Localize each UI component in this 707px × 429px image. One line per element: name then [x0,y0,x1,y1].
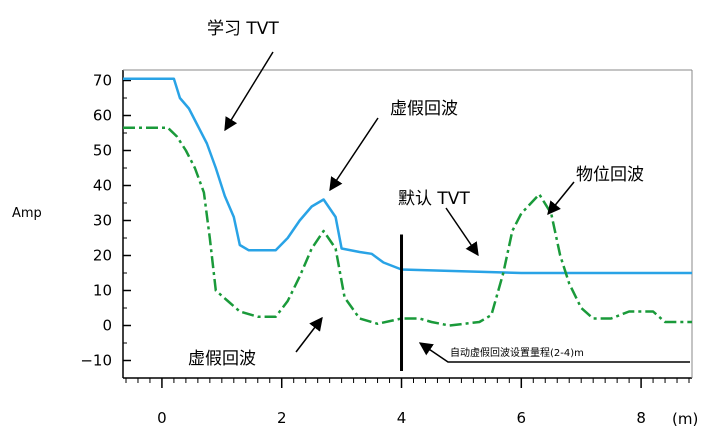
y-tick-label: 30 [93,212,112,230]
x-tick-label: 8 [636,409,646,427]
y-tick-label: −10 [80,352,112,370]
y-tick-label: 60 [93,107,112,125]
arrow-default-tvt [445,207,479,257]
y-axis-label: Amp [12,206,42,221]
series-layer [123,77,692,327]
label-learned-tvt: 学习 TVT [207,19,279,39]
arrow-false-echo-top [329,117,379,192]
y-tick-label: 50 [93,142,112,160]
y-tick-label: 10 [93,282,112,300]
label-material-echo: 物位回波 [576,165,644,185]
y-tick-label: 70 [93,72,112,90]
y-tick-label: 0 [102,317,112,335]
arrow-false-echo-bottom [295,316,323,353]
label-false-echo-bottom: 虚假回波 [188,349,256,369]
x-tick-label: 0 [157,409,167,427]
label-default-tvt: 默认 TVT [398,189,470,209]
x-ticks: 0 2 4 6 8 [125,378,690,427]
y-tick-label: 40 [93,177,112,195]
x-unit-label: (m) [672,410,698,428]
y-tick-label: 20 [93,247,112,265]
label-auto-range-note: 自动虚假回波设置量程(2-4)m [450,346,584,359]
series-line-learned-tvt [123,77,692,275]
arrow-material-echo [547,181,575,216]
x-tick-label: 2 [277,409,287,427]
arrow-auto-range-note [418,342,690,363]
axes [122,69,693,379]
annotation-arrows [224,51,690,363]
x-tick-label: 4 [397,409,407,427]
label-false-echo-top: 虚假回波 [390,99,458,119]
x-tick-label: 6 [517,409,527,427]
series-line-echo-profile [123,126,692,327]
y-ticks: 70 60 50 40 30 20 10 0 −10 [80,72,131,370]
arrow-learned-tvt [224,51,274,132]
